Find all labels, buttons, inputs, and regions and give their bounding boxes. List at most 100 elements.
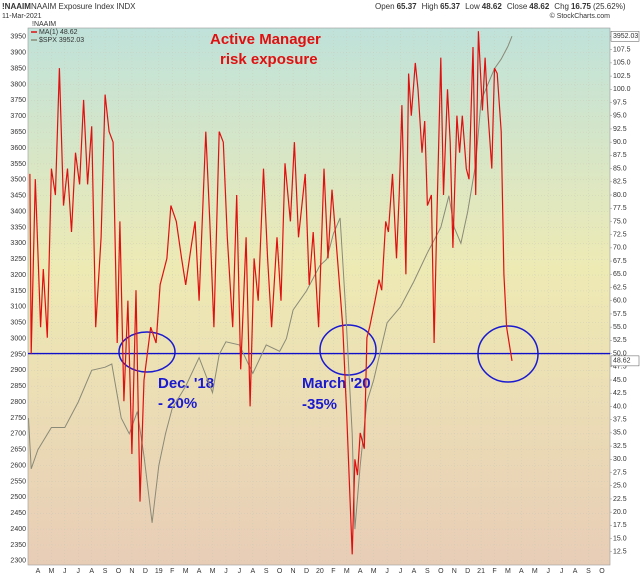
y2-tick-label: 90.0 <box>613 139 627 146</box>
y2-tick-label: 50.0 <box>613 350 627 357</box>
y2-tick-label: 87.5 <box>613 152 627 159</box>
y2-tick-label: 40.0 <box>613 403 627 410</box>
y2-tick-label: 15.0 <box>613 535 627 542</box>
x-tick-label: D <box>465 568 470 575</box>
y2-tick-label: 85.0 <box>613 165 627 172</box>
quote-label: Close <box>507 2 528 11</box>
quote-change-pct: (25.62%) <box>593 2 626 11</box>
quote-label: High <box>422 2 438 11</box>
x-tick-label: J <box>546 568 550 575</box>
y2-tick-label: 35.0 <box>613 430 627 437</box>
annotation: - 20% <box>158 395 197 412</box>
x-tick-label: J <box>63 568 67 575</box>
y-tick-label: 3600 <box>10 145 26 152</box>
y-tick-label: 2750 <box>10 415 26 422</box>
y-tick-label: 3450 <box>10 193 26 200</box>
quote-value: 48.62 <box>529 2 550 11</box>
y-tick-label: 2400 <box>10 526 26 533</box>
quote-value: 16.75 <box>571 2 592 11</box>
y-tick-label: 3200 <box>10 272 26 279</box>
x-tick-label: A <box>519 568 524 575</box>
y-tick-label: 2350 <box>10 542 26 549</box>
y2-tick-label: 25.0 <box>613 483 627 490</box>
series-line <box>28 36 513 530</box>
x-tick-label: M <box>210 568 216 575</box>
x-tick-label: O <box>116 568 122 575</box>
x-tick-label: S <box>103 568 108 575</box>
series-line <box>29 31 513 555</box>
y-tick-label: 3900 <box>10 50 26 57</box>
quote: Open 65.37 High 65.37 Low 48.62 Close 48.62 Chg 1… <box>375 2 626 11</box>
x-tick-label: A <box>573 568 578 575</box>
x-tick-label: D <box>304 568 309 575</box>
symbol: !NAAIM <box>2 2 31 11</box>
x-tick-label: J <box>76 568 80 575</box>
x-tick-label: A <box>358 568 363 575</box>
y-tick-label: 3550 <box>10 161 26 168</box>
y2-tick-label: 20.0 <box>613 509 627 516</box>
quote-value: 48.62 <box>482 2 503 11</box>
y-tick-label: 3100 <box>10 304 26 311</box>
quote-label: Low <box>465 2 480 11</box>
x-tick-label: A <box>36 568 41 575</box>
x-tick-label: O <box>438 568 444 575</box>
x-tick-label: A <box>250 568 255 575</box>
x-tick-label: 20 <box>316 568 324 575</box>
x-tick-label: O <box>599 568 605 575</box>
y-tick-label: 3350 <box>10 224 26 231</box>
y-tick-label: 3300 <box>10 240 26 247</box>
x-tick-label: A <box>89 568 94 575</box>
annotation: -35% <box>302 396 337 413</box>
y-tick-label: 2300 <box>10 558 26 565</box>
y2-tick-label: 77.5 <box>613 205 627 212</box>
x-tick-label: A <box>197 568 202 575</box>
y2-tick-label: 97.5 <box>613 99 627 106</box>
last-value-box <box>610 30 640 42</box>
y2-tick-label: 47.5 <box>613 364 627 371</box>
quote-label: Chg <box>554 2 569 11</box>
annotation: Active Manager <box>210 31 321 48</box>
x-tick-label: J <box>399 568 403 575</box>
y-tick-label: 3800 <box>10 81 26 88</box>
y2-tick-label: 82.5 <box>613 179 627 186</box>
quote-label: Open <box>375 2 395 11</box>
y-tick-label: 3000 <box>10 335 26 342</box>
x-tick-label: 21 <box>477 568 485 575</box>
y-tick-label: 3850 <box>10 65 26 72</box>
y2-tick-label: 60.0 <box>613 298 627 305</box>
y-tick-label: 3750 <box>10 97 26 104</box>
last-value-label: 3952.03 <box>613 33 638 40</box>
annotation: March '20 <box>302 375 371 392</box>
y-tick-label: 3250 <box>10 256 26 263</box>
x-tick-label: M <box>183 568 189 575</box>
y2-tick-label: 52.5 <box>613 337 627 344</box>
y-tick-label: 2650 <box>10 447 26 454</box>
y-tick-label: 2500 <box>10 494 26 501</box>
y2-tick-label: 57.5 <box>613 311 627 318</box>
y2-tick-label: 75.0 <box>613 218 627 225</box>
y2-tick-label: 32.5 <box>613 443 627 450</box>
date: 11-Mar-2021 <box>2 13 42 20</box>
x-tick-label: S <box>586 568 591 575</box>
y-tick-label: 2600 <box>10 462 26 469</box>
y-tick-label: 3700 <box>10 113 26 120</box>
y2-tick-label: 27.5 <box>613 469 627 476</box>
x-tick-label: N <box>129 568 134 575</box>
x-tick-label: F <box>492 568 496 575</box>
y2-tick-label: 102.5 <box>613 73 631 80</box>
annotation: Dec. '18 <box>158 375 214 392</box>
y-tick-label: 2950 <box>10 351 26 358</box>
y2-tick-label: 92.5 <box>613 126 627 133</box>
y2-tick-label: 67.5 <box>613 258 627 265</box>
y-tick-label: 2800 <box>10 399 26 406</box>
x-tick-label: J <box>224 568 228 575</box>
plot-area <box>27 27 611 566</box>
y2-tick-label: 37.5 <box>613 416 627 423</box>
x-tick-label: A <box>412 568 417 575</box>
highlight-circle <box>118 331 176 373</box>
y2-tick-label: 65.0 <box>613 271 627 278</box>
x-tick-label: N <box>291 568 296 575</box>
y2-tick-label: 17.5 <box>613 522 627 529</box>
y2-tick-label: 100.0 <box>613 86 631 93</box>
x-tick-label: M <box>48 568 54 575</box>
